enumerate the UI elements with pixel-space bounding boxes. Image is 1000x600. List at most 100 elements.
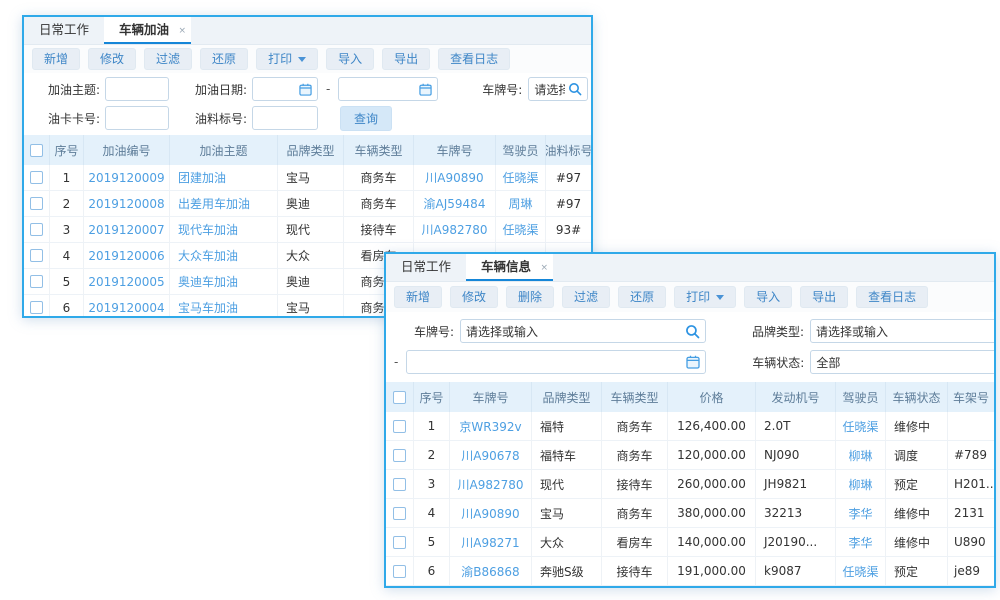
row-checkbox[interactable] [30, 197, 43, 210]
restore-button[interactable]: 还原 [618, 286, 667, 308]
refuel-id-link[interactable]: 2019120007 [84, 217, 170, 242]
row-checkbox[interactable] [393, 564, 406, 578]
col-header-driver: 驾驶员 [496, 135, 546, 165]
filter-button[interactable]: 过滤 [562, 286, 611, 308]
calendar-icon[interactable] [686, 355, 700, 369]
table-row: 2 川A90678 福特车 商务车 120,000.00 NJ090 柳琳 调度… [386, 441, 994, 470]
plate-number-input[interactable]: 请选择或输入 [528, 77, 589, 101]
import-button[interactable]: 导入 [744, 286, 793, 308]
plate-link[interactable]: 渝B86868 [450, 557, 532, 585]
restore-button[interactable]: 还原 [200, 48, 249, 70]
refuel-id-link[interactable]: 2019120004 [84, 295, 170, 316]
fuel-card-label: 油卡卡号: [47, 111, 100, 126]
col-header-seq: 序号 [50, 135, 84, 165]
plate-link[interactable]: 川A90890 [414, 165, 496, 190]
vehicle-status-select[interactable]: 全部 [810, 350, 994, 374]
calendar-icon[interactable] [419, 83, 433, 96]
tab-label: 车辆信息 [481, 259, 532, 274]
plate-link[interactable]: 渝AJ59484 [414, 191, 496, 216]
query-button[interactable]: 查询 [340, 105, 393, 131]
print-button[interactable]: 打印 [674, 286, 737, 308]
refuel-id-link[interactable]: 2019120005 [84, 269, 170, 294]
fuel-grade-input[interactable] [252, 106, 318, 130]
driver-link[interactable]: 李华 [836, 499, 886, 527]
plate-number-input[interactable]: 请选择或输入 [460, 319, 706, 343]
refuel-subject-link[interactable]: 奥迪车加油 [170, 269, 278, 294]
driver-link[interactable]: 李华 [836, 528, 886, 556]
driver-link[interactable]: 柳琳 [836, 441, 886, 469]
driver-link[interactable]: 柳琳 [836, 470, 886, 498]
export-button[interactable]: 导出 [800, 286, 849, 308]
close-icon[interactable]: × [178, 26, 187, 36]
driver-link[interactable]: 任晓渠 [496, 165, 546, 190]
export-button[interactable]: 导出 [382, 48, 431, 70]
refuel-subject-link[interactable]: 宝马车加油 [170, 295, 278, 316]
table-header: 序号 车牌号 品牌类型 车辆类型 价格 发动机号 驾驶员 车辆状态 车架号 [386, 382, 994, 412]
search-form-row-1: 加油主题: 加油日期: - 车牌号: 请选择或输入 [24, 77, 591, 101]
tab-daily-work[interactable]: 日常工作 [39, 22, 90, 37]
refuel-subject-link[interactable]: 现代车加油 [170, 217, 278, 242]
refuel-date-to-input[interactable] [338, 77, 439, 101]
plate-link[interactable]: 川A90890 [450, 499, 532, 527]
view-log-button[interactable]: 查看日志 [856, 286, 929, 308]
edit-button[interactable]: 修改 [450, 286, 499, 308]
refuel-subject-link[interactable]: 团建加油 [170, 165, 278, 190]
col-header-vehicle-type: 车辆类型 [602, 382, 668, 412]
row-checkbox[interactable] [30, 301, 43, 314]
row-checkbox[interactable] [393, 419, 406, 433]
plate-number-label: 车牌号: [413, 324, 454, 339]
row-checkbox[interactable] [30, 171, 43, 184]
tab-daily-work[interactable]: 日常工作 [401, 259, 452, 274]
col-header-seq: 序号 [414, 382, 450, 412]
table-row: 4 川A90890 宝马 商务车 380,000.00 32213 李华 维修中… [386, 499, 994, 528]
print-button[interactable]: 打印 [256, 48, 319, 70]
plate-link[interactable]: 川A90678 [450, 441, 532, 469]
edit-button[interactable]: 修改 [88, 48, 137, 70]
date-range-separator: - [326, 82, 331, 96]
refuel-subject-input[interactable] [105, 77, 169, 101]
close-icon[interactable]: × [540, 263, 549, 273]
row-checkbox[interactable] [393, 535, 406, 549]
driver-link[interactable]: 任晓渠 [496, 217, 546, 242]
view-log-button[interactable]: 查看日志 [438, 48, 511, 70]
refuel-id-link[interactable]: 2019120006 [84, 243, 170, 268]
tab-label: 车辆加油 [119, 22, 170, 37]
driver-link[interactable]: 任晓渠 [836, 557, 886, 585]
driver-link[interactable]: 任晓渠 [836, 412, 886, 440]
date-to-input[interactable] [406, 350, 707, 374]
caret-down-icon [716, 294, 725, 300]
brand-type-input[interactable]: 请选择或输入 [810, 319, 994, 343]
refuel-subject-link[interactable]: 大众车加油 [170, 243, 278, 268]
row-checkbox[interactable] [393, 477, 406, 491]
search-icon[interactable] [568, 82, 582, 96]
refuel-subject-link[interactable]: 出差用车加油 [170, 191, 278, 216]
calendar-icon[interactable] [299, 83, 312, 96]
search-icon[interactable] [685, 324, 700, 339]
plate-link[interactable]: 川A982780 [450, 470, 532, 498]
row-checkbox[interactable] [30, 223, 43, 236]
driver-link[interactable]: 周琳 [496, 191, 546, 216]
refuel-id-link[interactable]: 2019120009 [84, 165, 170, 190]
col-header-engine: 发动机号 [756, 382, 836, 412]
tab-vehicle-info[interactable]: 车辆信息 × [466, 254, 554, 281]
row-checkbox[interactable] [393, 506, 406, 520]
select-all-checkbox[interactable] [30, 143, 43, 157]
tab-vehicle-refuel[interactable]: 车辆加油 × [104, 17, 192, 44]
row-checkbox[interactable] [30, 249, 43, 262]
refuel-date-from-input[interactable] [252, 77, 318, 101]
add-button[interactable]: 新增 [32, 48, 81, 70]
import-button[interactable]: 导入 [326, 48, 375, 70]
add-button[interactable]: 新增 [394, 286, 443, 308]
refuel-id-link[interactable]: 2019120008 [84, 191, 170, 216]
delete-button[interactable]: 删除 [506, 286, 555, 308]
col-header-brand: 品牌类型 [532, 382, 602, 412]
row-checkbox[interactable] [30, 275, 43, 288]
plate-link[interactable]: 京WR392v [450, 412, 532, 440]
caret-down-icon [298, 56, 307, 62]
plate-link[interactable]: 川A982780 [414, 217, 496, 242]
filter-button[interactable]: 过滤 [144, 48, 193, 70]
plate-link[interactable]: 川A98271 [450, 528, 532, 556]
row-checkbox[interactable] [393, 448, 406, 462]
fuel-card-input[interactable] [105, 106, 169, 130]
select-all-checkbox[interactable] [393, 390, 406, 404]
